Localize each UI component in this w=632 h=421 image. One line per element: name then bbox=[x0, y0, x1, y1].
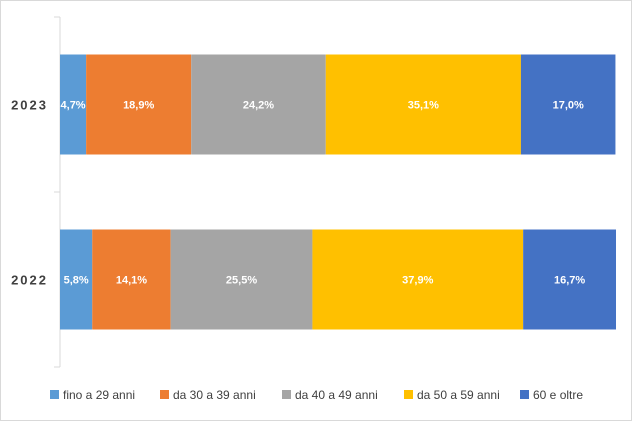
legend-entry: da 30 a 39 anni bbox=[173, 388, 256, 402]
data-label: 25,5% bbox=[226, 275, 257, 287]
bar-segment bbox=[312, 229, 524, 330]
data-label: 4,7% bbox=[61, 100, 86, 112]
legend-swatch bbox=[50, 390, 59, 399]
data-label: 37,9% bbox=[402, 275, 433, 287]
data-label: 24,2% bbox=[243, 100, 274, 112]
data-label: 35,1% bbox=[408, 100, 439, 112]
bar-segment bbox=[86, 54, 192, 155]
bar-segment bbox=[191, 54, 326, 155]
legend-entry: fino a 29 anni bbox=[63, 388, 135, 402]
legend-swatch bbox=[282, 390, 291, 399]
bar-segment bbox=[60, 229, 93, 330]
data-label: 14,1% bbox=[116, 275, 147, 287]
bar-segment bbox=[60, 54, 87, 155]
data-label: 16,7% bbox=[554, 275, 585, 287]
legend-swatch bbox=[520, 390, 529, 399]
data-label: 5,8% bbox=[64, 275, 89, 287]
legend-swatch bbox=[160, 390, 169, 399]
bar-segment bbox=[523, 229, 616, 330]
legend-entry: 60 e oltre bbox=[533, 388, 583, 402]
bar-segment bbox=[92, 229, 171, 330]
legend-swatch bbox=[404, 390, 413, 399]
category-label: 2023 bbox=[11, 98, 48, 113]
legend-entry: da 50 a 59 anni bbox=[417, 388, 500, 402]
bar-segment bbox=[170, 229, 313, 330]
bar-segment bbox=[520, 54, 616, 155]
legend-entry: da 40 a 49 anni bbox=[295, 388, 378, 402]
data-label: 18,9% bbox=[123, 100, 154, 112]
bar-segment bbox=[325, 54, 521, 155]
data-label: 17,0% bbox=[553, 100, 584, 112]
category-label: 2022 bbox=[11, 273, 48, 288]
